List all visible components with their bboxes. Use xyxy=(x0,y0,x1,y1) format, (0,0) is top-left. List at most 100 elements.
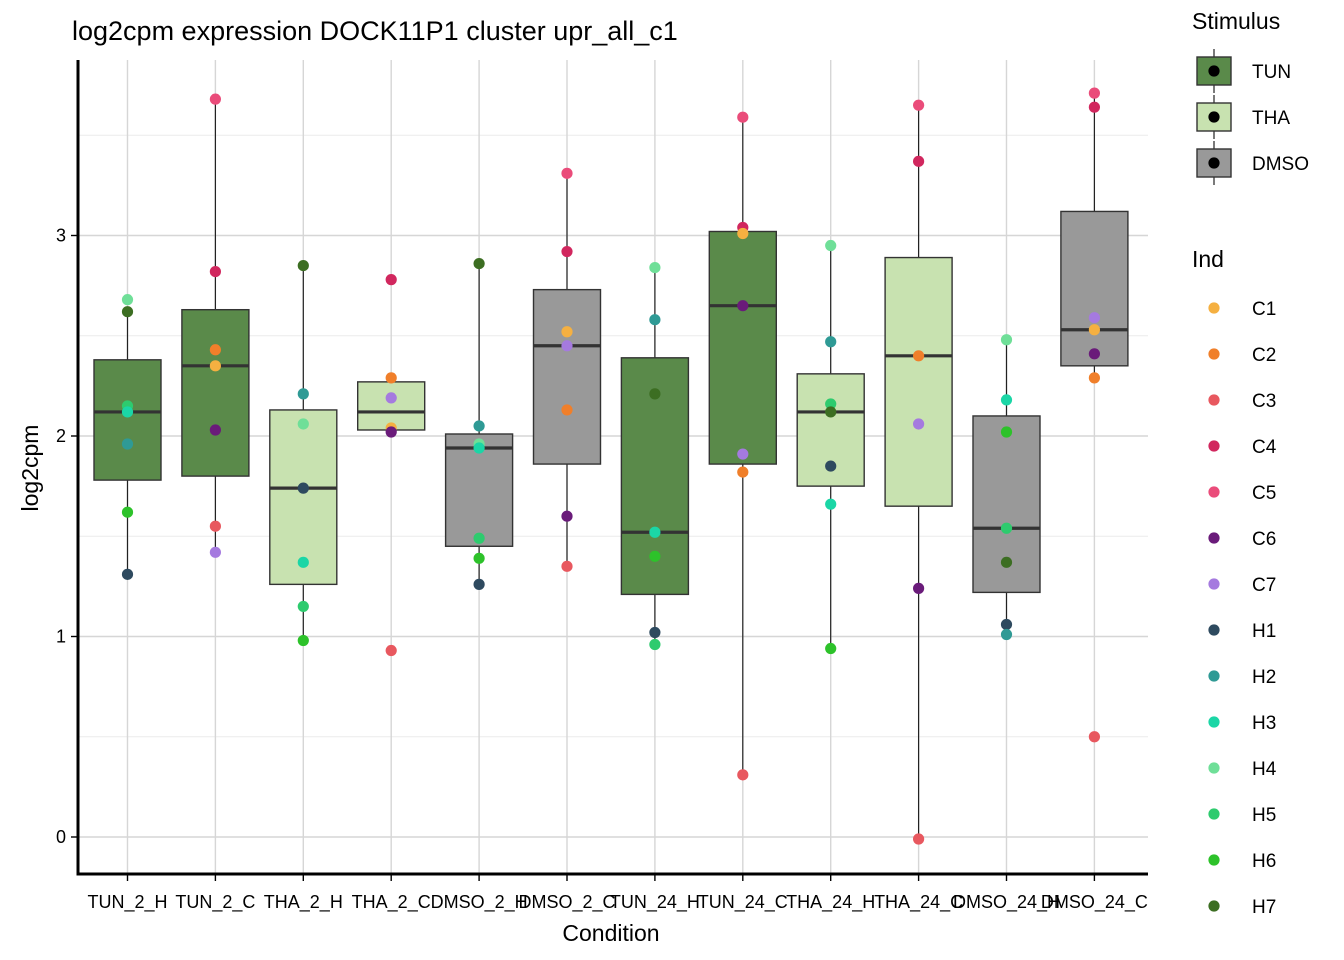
legend-ind-item-H4: H4 xyxy=(1208,759,1277,780)
point-TUN_24_H-H6 xyxy=(649,550,661,562)
legend-ind-item-C7: C7 xyxy=(1208,575,1276,596)
point-DMSO_2_C-C1 xyxy=(561,326,573,338)
legend-stimulus: Stimulus TUN THA DMSO xyxy=(1192,8,1309,185)
points-layer xyxy=(121,87,1100,845)
legend-stimulus-item-THA: THA xyxy=(1196,95,1290,139)
box-THA_2_C xyxy=(357,377,426,432)
point-THA_24_C-C7 xyxy=(913,418,925,430)
legend-ind-marker xyxy=(1208,532,1220,544)
x-tick-label: DMSO_24_C xyxy=(1041,892,1148,913)
point-THA_24_C-C3 xyxy=(913,833,925,845)
legend-ind-marker xyxy=(1208,578,1220,590)
point-TUN_2_C-C2 xyxy=(209,344,221,356)
point-DMSO_24_C-C2 xyxy=(1088,372,1100,384)
point-THA_2_C-C6 xyxy=(385,426,397,438)
legend-ind-label: C4 xyxy=(1252,437,1277,458)
point-THA_2_C-C7 xyxy=(385,392,397,404)
x-tick-label: THA_2_H xyxy=(264,892,343,913)
legend-ind-item-H2: H2 xyxy=(1208,667,1276,688)
point-THA_2_H-H3 xyxy=(297,556,309,568)
box-THA_2_H xyxy=(269,265,338,641)
point-TUN_24_H-H2 xyxy=(649,314,661,326)
legend-ind-label: H7 xyxy=(1252,897,1276,918)
point-TUN_24_C-C7 xyxy=(737,448,749,460)
point-TUN_24_H-H5 xyxy=(649,638,661,651)
x-tick-label: DMSO_24_H xyxy=(953,892,1060,913)
point-DMSO_2_C-C6 xyxy=(561,510,573,522)
point-THA_2_H-H6 xyxy=(297,634,309,647)
legend-stimulus-item-DMSO: DMSO xyxy=(1196,141,1309,185)
legend-ind-item-H7: H7 xyxy=(1208,897,1276,918)
point-DMSO_24_C-C3 xyxy=(1088,731,1100,743)
legend-ind-label: C3 xyxy=(1252,391,1276,412)
legend-ind-item-H3: H3 xyxy=(1208,713,1276,734)
point-TUN_2_H-H7 xyxy=(121,306,134,318)
legend-ind-item-H6: H6 xyxy=(1208,851,1276,872)
y-tick-label: 0 xyxy=(56,827,66,847)
point-TUN_24_C-C5 xyxy=(737,111,749,123)
box-TUN_2_H xyxy=(93,313,162,575)
x-tick-label: TUN_2_H xyxy=(87,892,167,913)
box-THA_24_H xyxy=(796,245,865,649)
x-tick-label: TUN_24_C xyxy=(698,892,788,913)
legend-ind-marker xyxy=(1208,670,1220,682)
box-body xyxy=(181,308,250,477)
legend-ind-label: C1 xyxy=(1252,299,1276,320)
x-axis-label: Condition xyxy=(562,920,659,946)
x-tick-label: TUN_24_H xyxy=(610,892,700,913)
point-DMSO_24_C-C1 xyxy=(1088,324,1100,336)
legend-key-point xyxy=(1208,157,1220,169)
legend-ind-label: H3 xyxy=(1252,713,1276,734)
point-DMSO_2_H-H7 xyxy=(473,257,485,270)
point-DMSO_24_H-H5 xyxy=(1000,522,1013,534)
point-TUN_24_C-C6 xyxy=(737,300,749,312)
legend-ind-marker xyxy=(1208,348,1220,360)
box-body xyxy=(93,359,162,481)
point-DMSO_24_H-H1 xyxy=(1000,618,1013,631)
point-TUN_2_C-C3 xyxy=(209,520,221,532)
box-TUN_2_C xyxy=(181,99,250,553)
point-TUN_2_C-C6 xyxy=(209,424,221,436)
legend-ind-label: H1 xyxy=(1252,621,1276,642)
legend-ind-label: C7 xyxy=(1252,575,1276,596)
legend-ind-marker xyxy=(1208,854,1220,866)
point-DMSO_2_C-C3 xyxy=(561,560,573,572)
point-THA_2_H-H4 xyxy=(297,418,309,430)
point-TUN_24_C-C2 xyxy=(737,466,749,478)
point-TUN_2_H-H1 xyxy=(121,568,134,580)
box-body xyxy=(1060,210,1129,367)
point-DMSO_2_H-H5 xyxy=(473,532,485,544)
point-DMSO_24_C-C7 xyxy=(1088,312,1100,324)
legend-stimulus-label: DMSO xyxy=(1252,154,1309,175)
legend-key-point xyxy=(1208,65,1220,77)
point-DMSO_2_C-C4 xyxy=(561,245,573,258)
box-DMSO_2_C xyxy=(532,173,602,567)
point-THA_24_H-H1 xyxy=(825,460,837,472)
legend-ind-item-C1: C1 xyxy=(1208,299,1276,320)
point-DMSO_2_H-H1 xyxy=(473,578,485,590)
point-DMSO_2_H-H2 xyxy=(473,420,485,432)
legend-key-point xyxy=(1208,111,1220,123)
point-THA_2_H-H7 xyxy=(297,259,309,272)
point-TUN_2_C-C4 xyxy=(209,265,221,278)
point-DMSO_2_H-H6 xyxy=(473,552,485,564)
point-DMSO_2_H-H3 xyxy=(473,442,485,454)
point-DMSO_24_H-H6 xyxy=(1000,426,1013,438)
legend-ind-item-C3: C3 xyxy=(1208,391,1276,412)
legend-stimulus-title: Stimulus xyxy=(1192,8,1280,34)
legend-ind-item-H1: H1 xyxy=(1208,621,1276,642)
legend-ind-marker xyxy=(1208,762,1220,774)
box-THA_24_C xyxy=(884,105,953,840)
box-TUN_24_C xyxy=(708,117,777,775)
x-tick-label: THA_24_C xyxy=(874,892,963,913)
point-DMSO_2_C-C7 xyxy=(561,340,573,352)
legend-ind-label: C2 xyxy=(1252,345,1276,366)
point-DMSO_24_H-H4 xyxy=(1000,334,1013,346)
legend-ind-item-C6: C6 xyxy=(1208,529,1276,550)
point-TUN_24_H-H3 xyxy=(649,526,661,538)
point-TUN_2_C-C7 xyxy=(209,546,221,558)
point-THA_24_H-H3 xyxy=(825,498,837,510)
point-TUN_24_C-C1 xyxy=(737,227,749,240)
x-tick-label: THA_2_C xyxy=(352,892,431,913)
